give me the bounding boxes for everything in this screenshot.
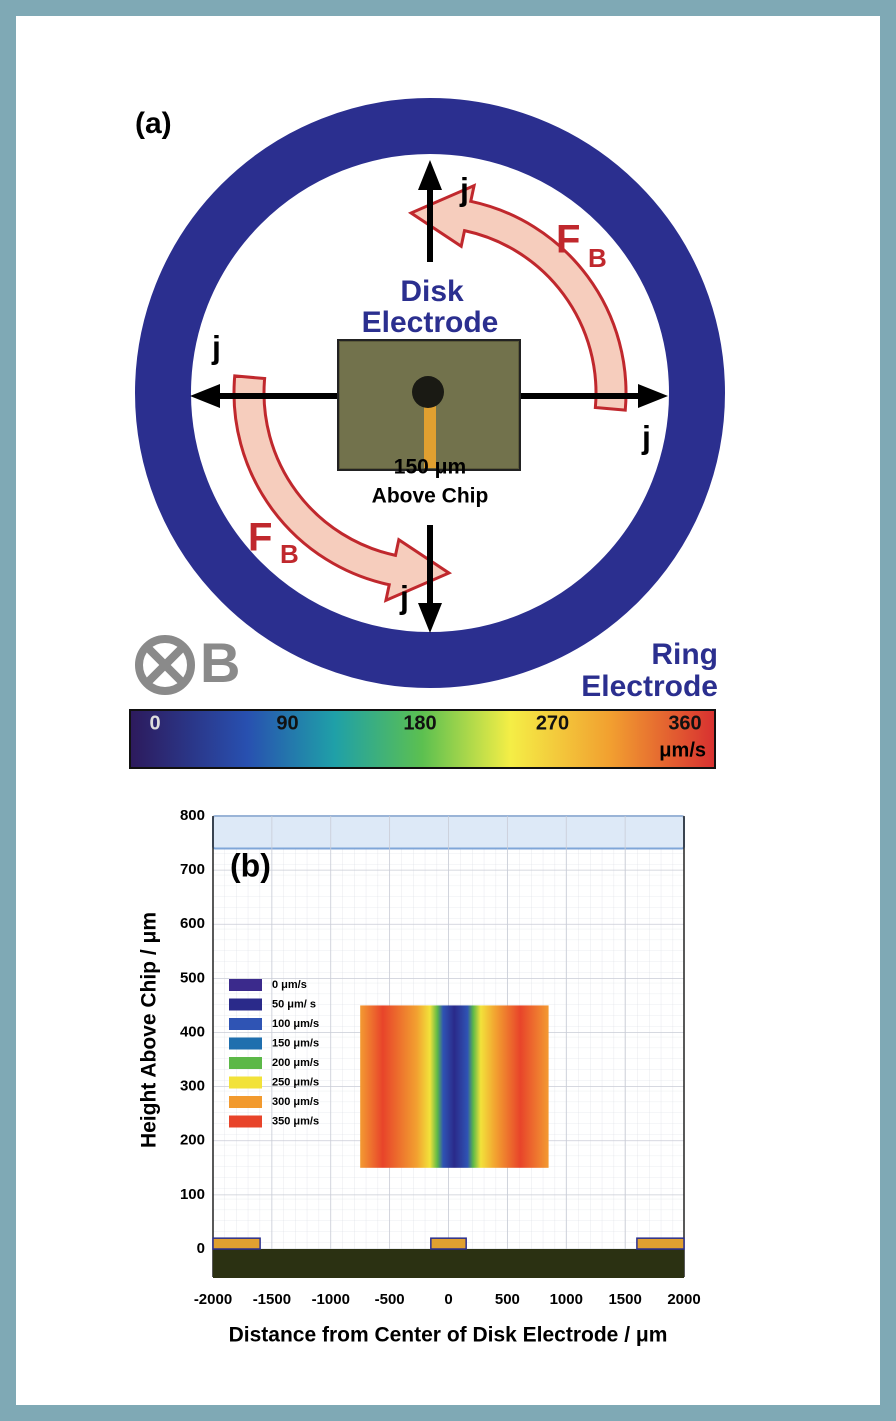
x-tick-label: 1000	[550, 1291, 583, 1308]
legend-label: 300 μm/s	[272, 1096, 319, 1108]
x-axis-label: Distance from Center of Disk Electrode /…	[229, 1324, 668, 1347]
colorbar-unit: μm/s	[659, 739, 706, 761]
legend-label: 150 μm/s	[272, 1037, 319, 1049]
y-tick-label: 800	[180, 807, 205, 824]
legend-label: 350 μm/s	[272, 1115, 319, 1127]
legend-swatch	[229, 1096, 262, 1108]
x-tick-label: 2000	[667, 1291, 700, 1308]
colorbar-tick-label: 180	[403, 712, 436, 734]
field-label: B	[200, 631, 240, 694]
velocity-field	[360, 1005, 548, 1167]
y-tick-label: 500	[180, 969, 205, 986]
colorbar-tick-label: 0	[149, 712, 160, 734]
ring-label: Electrode	[581, 670, 718, 703]
y-tick-label: 100	[180, 1186, 205, 1203]
image-caption: 150 μm	[394, 456, 466, 479]
y-tick-label: 300	[180, 1078, 205, 1095]
x-tick-label: 0	[444, 1291, 452, 1308]
legend-swatch	[229, 1018, 262, 1030]
figure: (a) j j j j F B F B Disk Electrode 150 μ…	[0, 0, 896, 1421]
y-tick-label: 400	[180, 1023, 205, 1040]
legend-swatch	[229, 1116, 262, 1128]
legend-swatch	[229, 979, 262, 991]
x-tick-label: -1500	[253, 1291, 291, 1308]
colorbar-tick-label: 270	[536, 712, 569, 734]
legend-swatch	[229, 1077, 262, 1089]
legend-label: 250 μm/s	[272, 1076, 319, 1088]
current-label: j	[399, 579, 409, 615]
y-tick-label: 200	[180, 1132, 205, 1149]
legend-label: 0 μm/s	[272, 979, 307, 991]
panel-label: (b)	[230, 847, 271, 883]
electrode	[637, 1238, 684, 1249]
force-label: F	[248, 516, 272, 560]
y-tick-label: 0	[197, 1240, 205, 1257]
electrode	[431, 1238, 466, 1249]
y-tick-label: 600	[180, 915, 205, 932]
disk-label: Disk	[400, 275, 464, 308]
legend-swatch	[229, 1038, 262, 1050]
legend-label: 200 μm/s	[272, 1057, 319, 1069]
x-tick-label: -2000	[194, 1291, 232, 1308]
colorbar-tick-label: 90	[276, 712, 298, 734]
y-tick-label: 700	[180, 861, 205, 878]
disk-label: Electrode	[362, 306, 499, 339]
chip-photo	[338, 340, 520, 470]
current-label: j	[459, 171, 469, 207]
electrode	[213, 1238, 260, 1249]
force-subscript: B	[280, 539, 299, 569]
x-tick-label: -500	[375, 1291, 405, 1308]
x-tick-label: 500	[495, 1291, 520, 1308]
legend-swatch	[229, 1057, 262, 1069]
panel-label: (a)	[135, 107, 172, 140]
y-axis-label: Height Above Chip / μm	[138, 912, 161, 1148]
force-subscript: B	[588, 243, 607, 273]
legend-swatch	[229, 999, 262, 1011]
colorbar-tick-label: 360	[668, 712, 701, 734]
image-caption: Above Chip	[372, 485, 489, 508]
current-label: j	[211, 329, 221, 365]
legend-label: 50 μm/ s	[272, 998, 316, 1010]
current-label: j	[641, 419, 651, 455]
substrate	[213, 1249, 684, 1278]
x-tick-label: 1500	[608, 1291, 641, 1308]
ring-label: Ring	[651, 638, 718, 671]
force-label: F	[556, 218, 580, 262]
legend-label: 100 μm/s	[272, 1018, 319, 1030]
x-tick-label: -1000	[312, 1291, 350, 1308]
